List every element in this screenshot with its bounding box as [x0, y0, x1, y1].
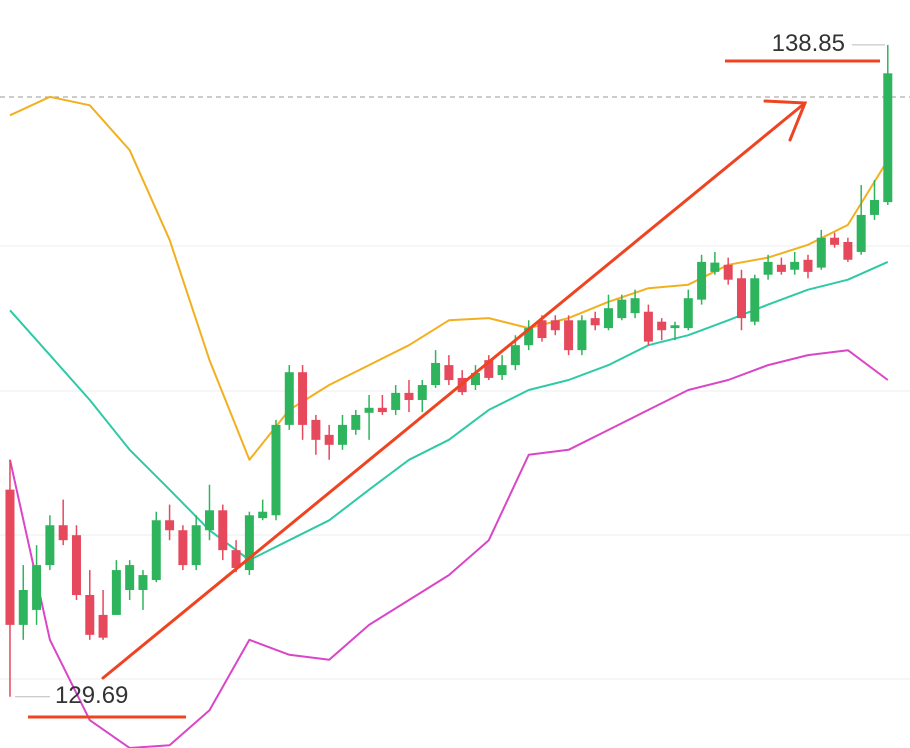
- candle-body: [258, 511, 268, 519]
- candle-body: [524, 328, 534, 346]
- candle-body: [98, 614, 108, 638]
- candle-body: [311, 419, 321, 440]
- candle-body: [324, 434, 334, 445]
- candle-body: [151, 520, 161, 581]
- candle-body: [603, 308, 613, 329]
- candle-body: [776, 264, 786, 272]
- candle-body: [298, 372, 308, 425]
- candle-body: [45, 525, 55, 566]
- candle-body: [111, 570, 121, 615]
- candle-body: [697, 261, 707, 300]
- candle-body: [218, 510, 228, 551]
- candle-body: [643, 311, 653, 342]
- candle-body: [165, 520, 175, 531]
- candle-body: [18, 590, 28, 625]
- candle-body: [803, 259, 813, 272]
- candle-body: [657, 321, 667, 331]
- candle-body: [271, 424, 281, 516]
- arrow-shaft: [101, 101, 807, 680]
- candle-body: [670, 325, 680, 329]
- candle-body: [58, 525, 68, 541]
- candle-body: [564, 320, 574, 351]
- candle-body: [537, 320, 547, 339]
- candle-body: [364, 407, 374, 413]
- candle-body: [577, 320, 587, 351]
- candle-body: [244, 515, 254, 571]
- candle-body: [723, 264, 733, 280]
- candle-body: [431, 362, 441, 386]
- background-grid: [0, 245, 910, 680]
- bollinger-bands: [9, 95, 889, 748]
- candle-body: [763, 261, 773, 275]
- candle-body: [790, 261, 800, 270]
- candle-body: [510, 345, 520, 366]
- candle-body: [337, 424, 347, 445]
- candle-body: [816, 237, 826, 268]
- candles: [5, 44, 893, 697]
- candle-body: [32, 565, 42, 610]
- candle-body: [830, 237, 840, 245]
- price-label: 129.69: [55, 682, 128, 709]
- candle-body: [710, 262, 720, 272]
- price-label: 138.85: [772, 30, 845, 57]
- band-line: [9, 349, 889, 748]
- candle-body: [856, 214, 866, 252]
- candle-body: [497, 365, 507, 376]
- candle-body: [617, 299, 627, 319]
- candle-body: [417, 385, 427, 400]
- price-labels: 138.85 129.69: [15, 30, 885, 709]
- candle-body: [484, 360, 494, 378]
- candle-body: [683, 298, 693, 329]
- candle-body: [284, 372, 294, 425]
- candle-body: [470, 372, 480, 386]
- candle-body: [391, 392, 401, 410]
- candle-body: [869, 199, 879, 215]
- trend-arrow: [101, 99, 808, 680]
- candle-body: [231, 550, 241, 568]
- candle-body: [404, 392, 414, 400]
- candle-body: [71, 535, 81, 595]
- candle-body: [377, 407, 387, 413]
- candle-body: [138, 575, 148, 591]
- candle-body: [883, 73, 893, 203]
- candle-body: [191, 525, 201, 566]
- arrow-head: [763, 99, 808, 142]
- candle-body: [550, 320, 560, 331]
- candle-body: [204, 510, 214, 531]
- candle-body: [5, 489, 15, 625]
- candle-body: [630, 298, 640, 314]
- candle-body: [85, 594, 95, 635]
- candle-body: [444, 365, 454, 381]
- candle-body: [843, 241, 853, 260]
- candle-body: [590, 318, 600, 326]
- candle-body: [351, 414, 361, 430]
- band-line: [9, 95, 889, 461]
- candle-body: [178, 530, 188, 566]
- candle-body: [750, 278, 760, 322]
- candle-body: [125, 565, 135, 591]
- candle-body: [736, 278, 746, 319]
